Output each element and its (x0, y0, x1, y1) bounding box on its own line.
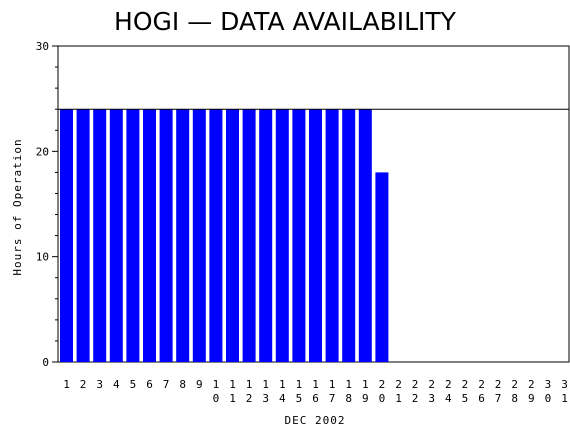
x-tick-label: 9 (196, 378, 203, 391)
bar-day-1 (60, 109, 73, 362)
chart-title: HOGI — DATA AVAILABILITY (114, 7, 457, 36)
bar-day-10 (209, 109, 223, 362)
bar-day-5 (126, 109, 140, 362)
x-tick-label: 2 (80, 378, 87, 391)
y-tick-label: 10 (36, 251, 49, 264)
bar-day-2 (76, 109, 90, 362)
bar-day-12 (242, 109, 256, 362)
x-tick-label: 5 (130, 378, 137, 391)
x-axis-label: DEC 2002 (285, 414, 346, 427)
bar-day-15 (292, 109, 306, 362)
bar-day-16 (309, 109, 322, 362)
x-tick-label: 1 (63, 378, 70, 391)
bar-day-9 (192, 109, 206, 362)
y-axis-label: Hours of Operation (11, 138, 24, 275)
bar-day-18 (342, 109, 356, 362)
bar-day-7 (159, 109, 173, 362)
x-tick-label: 3 (96, 378, 103, 391)
x-tick-label: 7 (163, 378, 170, 391)
bar-day-11 (226, 109, 239, 362)
x-tick-label: 4 (113, 378, 120, 391)
bar-day-19 (358, 109, 372, 362)
bar-day-17 (325, 109, 339, 362)
bar-day-6 (143, 109, 156, 362)
bar-day-13 (259, 109, 273, 362)
bar-day-20 (375, 172, 389, 362)
bar-day-14 (275, 109, 289, 362)
y-tick-label: 30 (36, 40, 49, 53)
bar-day-3 (93, 109, 107, 362)
x-tick-label: 8 (179, 378, 186, 391)
bar-day-8 (176, 109, 190, 362)
y-tick-label: 20 (36, 145, 49, 158)
y-tick-label: 0 (42, 356, 49, 369)
bar-day-4 (109, 109, 123, 362)
x-tick-label: 6 (146, 378, 153, 391)
